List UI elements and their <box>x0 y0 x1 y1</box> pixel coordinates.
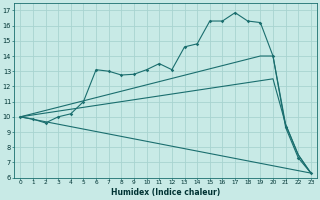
X-axis label: Humidex (Indice chaleur): Humidex (Indice chaleur) <box>111 188 220 197</box>
